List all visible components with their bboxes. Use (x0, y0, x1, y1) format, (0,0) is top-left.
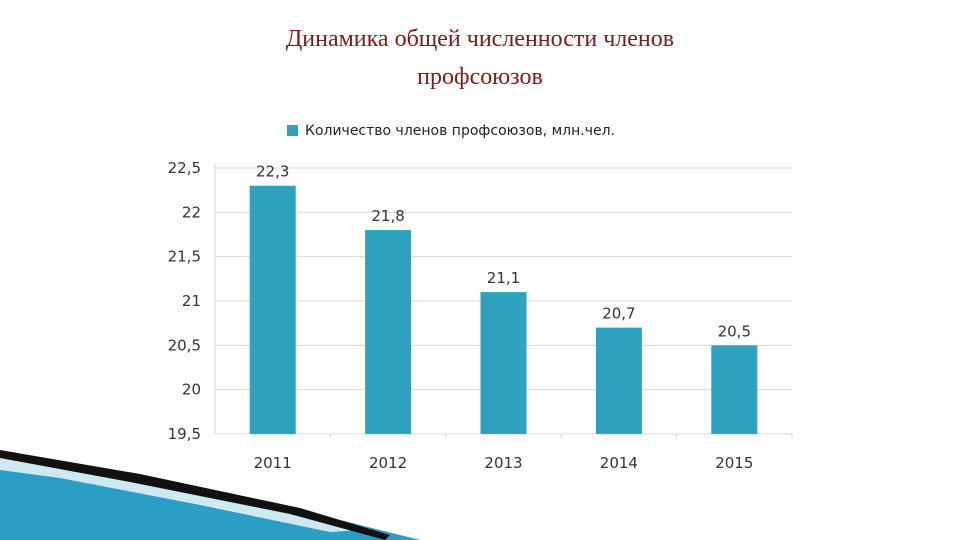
y-tick-label: 22,5 (168, 159, 201, 177)
y-tick-label: 21 (182, 292, 201, 310)
bar-2014 (595, 327, 642, 434)
x-tick-label-2014: 2014 (600, 454, 638, 472)
y-tick-label: 20,5 (168, 336, 201, 354)
bar-2013 (480, 292, 527, 434)
x-tick-label-2011: 2011 (254, 454, 292, 472)
bar-2012 (365, 230, 412, 434)
y-axis: 19,5 20 20,5 21 21,5 22 22,5 (168, 159, 216, 443)
y-tick-label: 20 (182, 381, 201, 399)
slide-title-line-1: Динамика общей численности членов (285, 26, 675, 52)
y-tick-label: 19,5 (168, 425, 201, 443)
x-axis: 2011 2012 2013 2014 2015 (254, 434, 793, 472)
data-label-2012: 21,8 (371, 207, 404, 225)
legend-label: Количество членов профсоюзов, млн.чел. (305, 123, 615, 139)
swoosh-dark (0, 450, 390, 540)
y-tick-label: 21,5 (168, 248, 201, 266)
x-tick-label-2012: 2012 (369, 454, 407, 472)
data-labels: 22,3 21,8 21,1 20,7 20,5 (256, 163, 751, 341)
chart-legend: Количество членов профсоюзов, млн.чел. (287, 123, 615, 139)
data-label-2015: 20,5 (718, 322, 751, 340)
bar-2011 (249, 185, 296, 434)
data-label-2011: 22,3 (256, 163, 289, 181)
y-tick-label: 22 (182, 203, 201, 221)
x-tick-label-2013: 2013 (484, 454, 522, 472)
chart-bars (249, 185, 758, 434)
decorative-swoosh (0, 450, 420, 540)
bar-2015 (711, 345, 758, 434)
data-label-2013: 21,1 (487, 269, 520, 287)
legend-swatch (287, 125, 298, 136)
data-label-2014: 20,7 (602, 305, 635, 323)
slide-title-line-2: профсоюзов (417, 64, 543, 90)
x-tick-label-2015: 2015 (715, 454, 753, 472)
